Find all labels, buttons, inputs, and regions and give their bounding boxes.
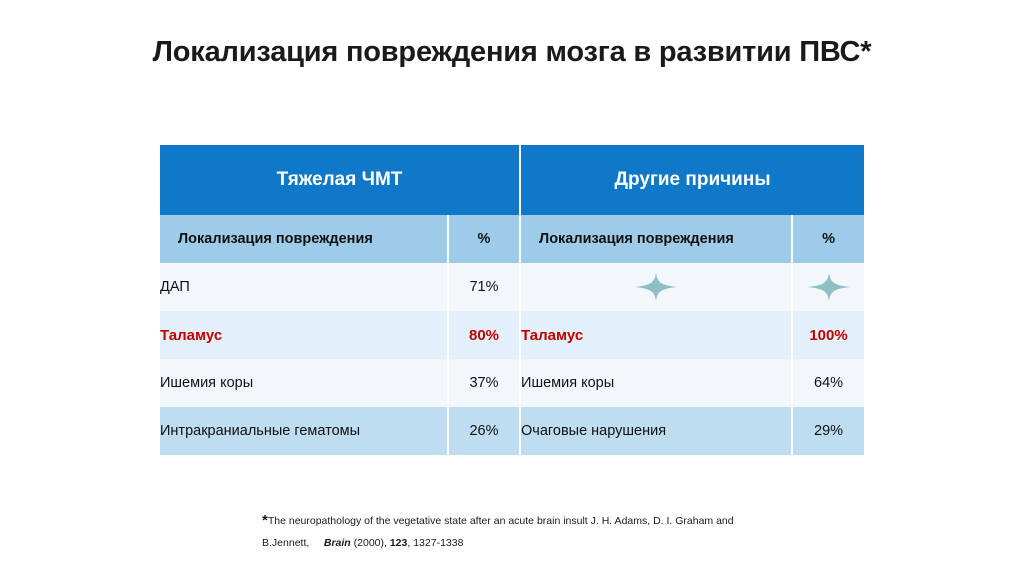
- row-2-left-percent: 37%: [448, 359, 522, 407]
- row-0-right-label: [520, 263, 794, 311]
- row-0-left-percent: 71%: [448, 263, 522, 311]
- data-table: Тяжелая ЧМТ Другие причины Локализация п…: [160, 145, 865, 455]
- table-header-other-causes: Другие причины: [520, 145, 865, 215]
- row-0-right-percent: [792, 263, 865, 311]
- row-2-left-label: Ишемия коры: [160, 359, 449, 407]
- row-1-right-label: Таламус: [520, 311, 794, 359]
- four-point-star-icon: [634, 272, 678, 302]
- table-row: Таламус 80% Таламус 100%: [160, 311, 865, 359]
- footnote-authors: B.Jennett,: [262, 537, 310, 550]
- row-3-left-percent: 26%: [448, 407, 522, 455]
- row-1-right-percent: 100%: [792, 311, 865, 359]
- table-row: Ишемия коры 37% Ишемия коры 64%: [160, 359, 865, 407]
- footnote-text-1: The neuropathology of the vegetative sta…: [267, 515, 734, 527]
- table-row: Интракраниальные гематомы 26% Очаговые н…: [160, 407, 865, 455]
- page-title: Локализация повреждения мозга в развитии…: [152, 36, 872, 68]
- subheader-left-location: Локализация повреждения: [160, 215, 449, 263]
- footnote-asterisk: *: [262, 512, 268, 529]
- row-3-left-label: Интракраниальные гематомы: [160, 407, 449, 455]
- row-3-right-percent: 29%: [792, 407, 865, 455]
- row-1-left-percent: 80%: [448, 311, 522, 359]
- subheader-left-percent: %: [448, 215, 522, 263]
- row-3-right-label: Очаговые нарушения: [520, 407, 794, 455]
- footnote-year: (2000),: [353, 537, 387, 550]
- footnote-volume: 123: [389, 537, 408, 550]
- table-subheader-row: Локализация повреждения % Локализация по…: [160, 215, 865, 263]
- row-2-right-label: Ишемия коры: [520, 359, 794, 407]
- subheader-right-location: Локализация повреждения: [520, 215, 794, 263]
- footnote-pages: , 1327-1338: [407, 537, 464, 550]
- subheader-right-percent: %: [792, 215, 865, 263]
- row-0-left-label: ДАП: [160, 263, 449, 311]
- data-table-container: Тяжелая ЧМТ Другие причины Локализация п…: [160, 145, 865, 455]
- table-header-row: Тяжелая ЧМТ Другие причины: [160, 145, 865, 215]
- footnote-line-1: *The neuropathology of the vegetative st…: [262, 509, 902, 532]
- footnote-journal: Brain: [323, 537, 351, 550]
- footnote-line-2: B.Jennett, Brain (2000), 123, 1327-1338: [262, 535, 902, 551]
- table-header-severe-tbi: Тяжелая ЧМТ: [160, 145, 522, 215]
- row-1-left-label: Таламус: [160, 311, 449, 359]
- four-point-star-icon: [807, 272, 851, 302]
- row-2-right-percent: 64%: [792, 359, 865, 407]
- footnote: *The neuropathology of the vegetative st…: [262, 509, 902, 552]
- table-row: ДАП 71%: [160, 263, 865, 311]
